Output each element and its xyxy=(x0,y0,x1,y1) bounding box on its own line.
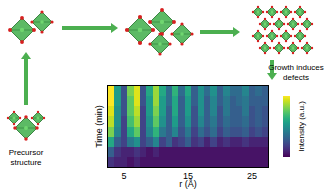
svg-text:r (Å): r (Å) xyxy=(179,179,197,189)
svg-text:Time (min): Time (min) xyxy=(94,105,104,148)
svg-text:Precursor: Precursor xyxy=(9,148,44,157)
svg-text:15: 15 xyxy=(183,171,193,181)
svg-text:25: 25 xyxy=(247,171,257,181)
svg-text:structure: structure xyxy=(10,158,42,167)
svg-text:5: 5 xyxy=(121,171,126,181)
svg-text:defects: defects xyxy=(283,73,309,82)
svg-text:Intensity (a.u.): Intensity (a.u.) xyxy=(297,101,306,152)
svg-text:Growth induces: Growth induces xyxy=(268,63,324,72)
